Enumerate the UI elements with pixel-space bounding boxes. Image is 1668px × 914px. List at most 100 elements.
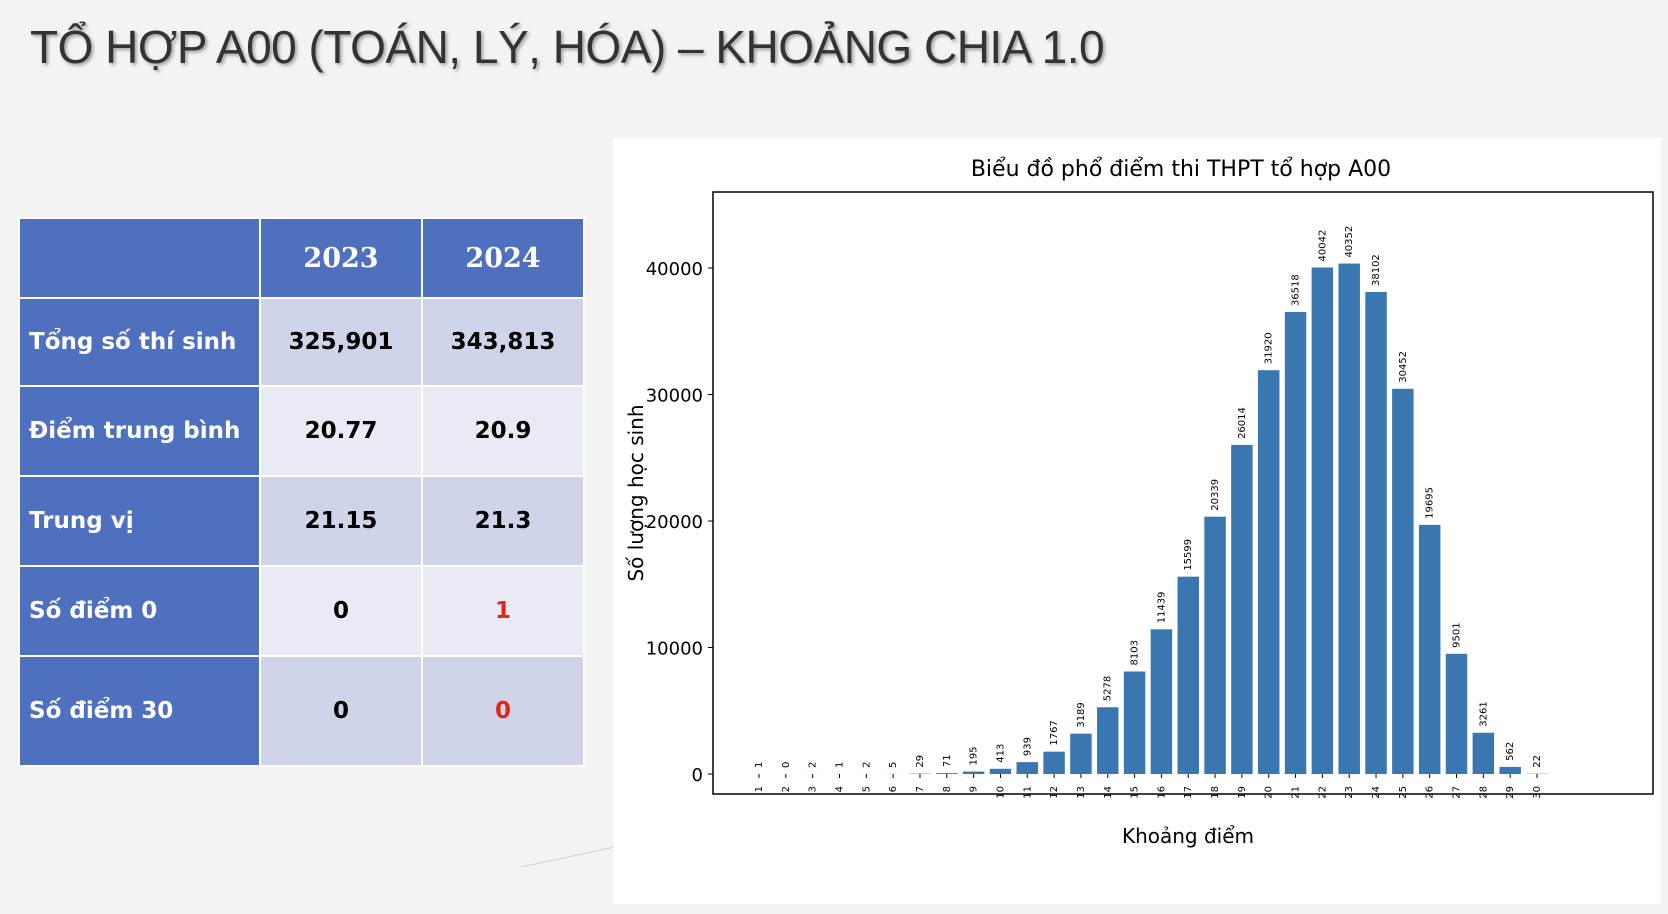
bar-13	[1070, 733, 1092, 774]
row-label-zero-scores: Số điểm 0	[18, 565, 261, 657]
row-label-average-score: Điểm trung bình	[18, 385, 261, 477]
bar-value-label: 40042	[1317, 230, 1328, 262]
bar-value-label: 20339	[1210, 479, 1221, 511]
bar-20	[1257, 370, 1280, 774]
score-distribution-chart: Biểu đồ phổ điểm thi THPT tổ hợp A00 Kho…	[624, 157, 1654, 848]
bar-16	[1150, 629, 1173, 774]
bar-27	[1445, 653, 1468, 774]
chart-panel: Biểu đồ phổ điểm thi THPT tổ hợp A00 Kho…	[613, 138, 1661, 904]
bar-12	[1043, 751, 1065, 774]
bar-value-label: 5	[888, 762, 899, 768]
x-tick-label: 9	[969, 786, 980, 792]
x-tick-label: 3	[808, 786, 819, 792]
x-tick-label: 19	[1237, 786, 1248, 799]
bar-value-label: 5278	[1103, 676, 1114, 701]
value-2024: 20.9	[421, 385, 585, 477]
bar-value-label: 2	[808, 762, 819, 768]
header-2023: 2023	[259, 217, 423, 299]
comparison-table: 2023 2024 Tổng số thí sinh 325,901 343,8…	[18, 217, 585, 767]
bar-24	[1365, 292, 1387, 774]
bar-value-label: 15599	[1183, 539, 1194, 571]
bar-value-label: 19695	[1425, 487, 1436, 519]
bar-10	[989, 768, 1012, 774]
y-tick-label: 10000	[646, 639, 703, 660]
x-tick-label: 25	[1398, 786, 1409, 799]
chart-title: Biểu đồ phổ điểm thi THPT tổ hợp A00	[971, 157, 1391, 182]
value-2023: 0	[259, 565, 423, 657]
bar-value-label: 413	[995, 744, 1006, 763]
x-tick-label: 13	[1076, 786, 1087, 799]
bar-value-label: 939	[1022, 737, 1033, 756]
x-tick-label: 6	[888, 786, 899, 792]
bar-value-label: 22	[1532, 755, 1543, 768]
bar-value-label: 195	[969, 746, 980, 765]
bar-value-label: 562	[1505, 742, 1516, 761]
bar-17	[1177, 576, 1199, 774]
bar-value-label: 2	[861, 762, 872, 768]
bar-value-label: 26014	[1237, 407, 1248, 439]
x-tick-label: 30	[1532, 786, 1543, 799]
bar-23	[1338, 263, 1360, 774]
slide-title: TỔ HỢP A00 (TOÁN, LÝ, HÓA) – KHOẢNG CHIA…	[30, 21, 1105, 73]
x-tick-label: 21	[1291, 786, 1302, 799]
bar-15	[1123, 671, 1146, 774]
bar-value-label: 38102	[1371, 254, 1382, 286]
x-tick-label: 27	[1452, 786, 1463, 799]
bar-value-label: 9501	[1452, 622, 1463, 647]
bar-22	[1311, 267, 1334, 774]
x-tick-label: 29	[1505, 786, 1516, 799]
x-tick-label: 17	[1183, 786, 1194, 799]
y-tick-label: 0	[692, 765, 703, 786]
bar-value-label: 31920	[1264, 332, 1275, 364]
bar-14	[1097, 707, 1119, 774]
bar-9	[962, 771, 985, 774]
bar-value-label: 1	[754, 762, 765, 768]
x-tick-label: 16	[1156, 786, 1167, 799]
table-row: Trung vị 21.15 21.3	[18, 475, 585, 567]
plot-frame	[712, 191, 1654, 795]
header-empty-cell	[18, 217, 261, 299]
x-tick-label: 5	[861, 786, 872, 792]
x-tick-label: 1	[754, 786, 765, 792]
x-tick-label: 4	[834, 786, 845, 792]
value-2023: 20.77	[259, 385, 423, 477]
bar-value-label: 0	[781, 762, 792, 768]
bar-8	[936, 773, 958, 774]
x-tick-label: 23	[1344, 786, 1355, 799]
x-tick-label: 20	[1264, 786, 1275, 799]
bar-value-label: 36518	[1291, 274, 1302, 306]
value-2023: 21.15	[259, 475, 423, 567]
bar-value-label: 40352	[1344, 226, 1355, 258]
y-tick-label: 20000	[646, 512, 703, 533]
bar-11	[1016, 762, 1039, 774]
bar-29	[1499, 766, 1521, 774]
bar-value-label: 8103	[1130, 640, 1141, 665]
x-tick-label: 7	[915, 786, 926, 792]
x-tick-label: 12	[1049, 786, 1060, 799]
x-tick-label: 28	[1478, 786, 1489, 799]
value-2023: 325,901	[259, 297, 423, 387]
value-2024: 21.3	[421, 475, 585, 567]
y-tick-label: 40000	[646, 259, 703, 280]
bar-28	[1472, 732, 1495, 774]
bars-layer: 1 0 2 1 2 5 29 71 195 413 939 1767 3189 5278 8103 11439…	[748, 226, 1548, 774]
value-2024-highlight: 1	[421, 565, 585, 657]
x-ticks-layer: 1 2 3 4 5 6 7 8 9 10 11 12 13 14 15 16 17 18 19 20 21 22 23 24 2…	[754, 774, 1543, 799]
bar-value-label: 30452	[1398, 351, 1409, 383]
table-header-row: 2023 2024	[18, 217, 585, 299]
bar-value-label: 3261	[1478, 701, 1489, 726]
bar-21	[1284, 312, 1307, 774]
bar-value-label: 29	[915, 755, 926, 768]
x-tick-label: 26	[1425, 786, 1436, 799]
x-tick-label: 8	[942, 786, 953, 792]
header-2024: 2024	[421, 217, 585, 299]
table-row: Số điểm 0 0 1	[18, 565, 585, 657]
y-ticks-layer: 0 10000 20000 30000 40000	[646, 259, 713, 786]
bar-value-label: 11439	[1156, 591, 1167, 623]
value-2024: 343,813	[421, 297, 585, 387]
x-tick-label: 14	[1103, 786, 1114, 799]
x-axis-label: Khoảng điểm	[1122, 824, 1254, 848]
bar-value-label: 1	[834, 762, 845, 768]
bar-19	[1231, 444, 1253, 774]
bar-18	[1204, 516, 1226, 774]
